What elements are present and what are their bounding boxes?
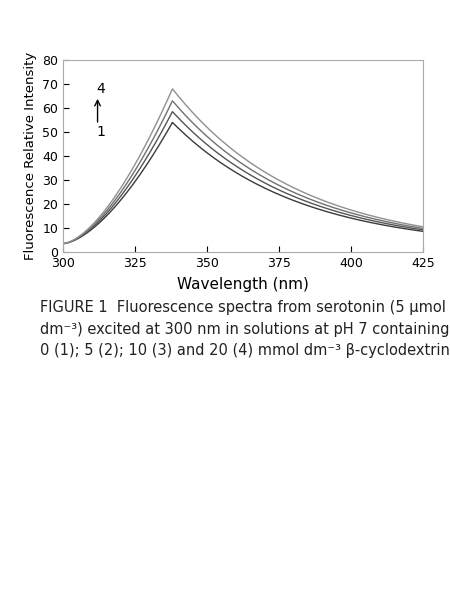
X-axis label: Wavelength (nm): Wavelength (nm) — [177, 277, 309, 292]
Text: 4: 4 — [96, 82, 105, 96]
Text: 1: 1 — [96, 125, 105, 139]
Y-axis label: Fluorescence Relative Intensity: Fluorescence Relative Intensity — [23, 52, 36, 260]
Text: FIGURE 1  Fluorescence spectra from serotonin (5 μmol
dm⁻³) excited at 300 nm in: FIGURE 1 Fluorescence spectra from serot… — [40, 300, 450, 358]
